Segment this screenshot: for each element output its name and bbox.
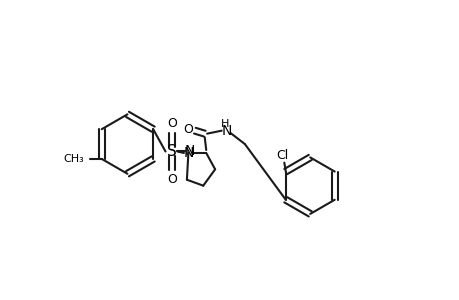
- Text: N: N: [221, 124, 232, 138]
- Text: S: S: [167, 144, 177, 159]
- Text: CH₃: CH₃: [64, 154, 84, 164]
- Text: N: N: [183, 146, 193, 160]
- Text: H: H: [220, 119, 228, 129]
- Text: N: N: [184, 145, 195, 158]
- Text: O: O: [167, 172, 177, 186]
- Text: Cl: Cl: [276, 149, 288, 162]
- Text: O: O: [167, 117, 177, 130]
- Text: O: O: [183, 123, 192, 136]
